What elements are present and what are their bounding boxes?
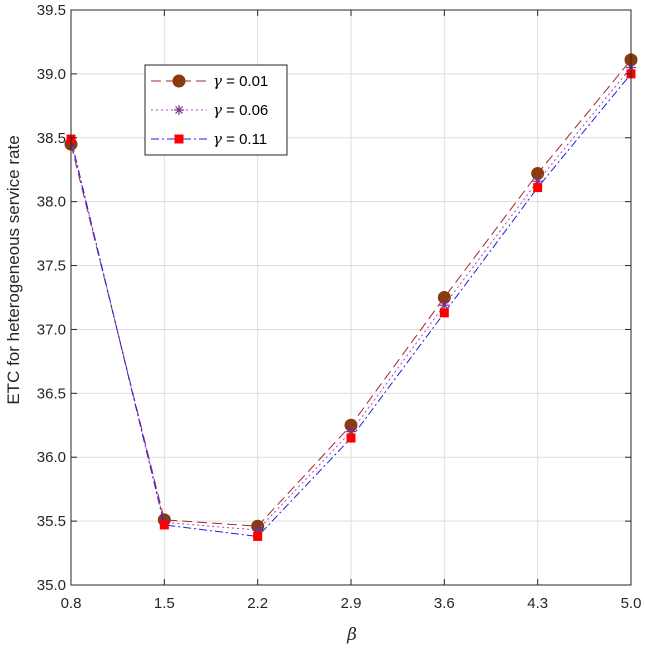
y-tick-label: 37.5 bbox=[37, 258, 66, 275]
y-tick-label: 39.0 bbox=[37, 66, 66, 83]
legend-symbol: γ bbox=[213, 101, 222, 119]
legend-symbol: γ bbox=[213, 130, 222, 148]
legend-symbol: γ bbox=[213, 72, 222, 90]
x-tick-label: 2.9 bbox=[341, 595, 362, 612]
y-tick-label: 38.0 bbox=[37, 194, 66, 211]
axis-ticks: 0.8 1.5 2.2 2.9 3.6 4.3 5.0 35.0 35.5 36.0 36.5 37.… bbox=[37, 2, 642, 612]
y-axis-label: ETC for heterogeneous service rate bbox=[4, 135, 23, 404]
legend-value: = 0.11 bbox=[222, 131, 267, 148]
data-point bbox=[253, 531, 263, 541]
x-tick-label: 5.0 bbox=[621, 595, 642, 612]
legend-marker bbox=[172, 74, 186, 88]
data-point bbox=[439, 308, 449, 318]
legend-entry: γ = 0.11 bbox=[151, 130, 267, 148]
data-point bbox=[159, 520, 169, 530]
x-tick-label: 2.2 bbox=[247, 595, 268, 612]
y-tick-label: 35.5 bbox=[37, 513, 66, 530]
x-tick-label: 1.5 bbox=[154, 595, 175, 612]
y-tick-label: 36.0 bbox=[37, 449, 66, 466]
y-tick-label: 38.5 bbox=[37, 130, 66, 147]
data-point bbox=[533, 183, 543, 193]
y-tick-label: 36.5 bbox=[37, 385, 66, 402]
legend-marker bbox=[174, 134, 184, 144]
legend-marker bbox=[174, 105, 184, 115]
x-axis-label: β bbox=[346, 625, 357, 645]
data-point bbox=[346, 433, 356, 443]
series-layer bbox=[64, 53, 638, 541]
legend-label: γ = 0.11 bbox=[213, 130, 267, 148]
y-tick-label: 39.5 bbox=[37, 2, 66, 19]
legend-entry: γ = 0.01 bbox=[151, 72, 268, 90]
legend-label: γ = 0.01 bbox=[213, 72, 268, 90]
legend-entry: γ = 0.06 bbox=[151, 101, 268, 119]
x-tick-label: 4.3 bbox=[527, 595, 548, 612]
legend-value: = 0.01 bbox=[222, 73, 268, 90]
legend-label: γ = 0.06 bbox=[213, 101, 268, 119]
y-tick-label: 37.0 bbox=[37, 321, 66, 338]
x-tick-label: 3.6 bbox=[434, 595, 455, 612]
y-tick-label: 35.0 bbox=[37, 577, 66, 594]
legend-value: = 0.06 bbox=[222, 102, 268, 119]
legend: γ = 0.01γ = 0.06γ = 0.11 bbox=[144, 64, 288, 156]
legend-box bbox=[144, 64, 288, 156]
x-tick-label: 0.8 bbox=[61, 595, 82, 612]
